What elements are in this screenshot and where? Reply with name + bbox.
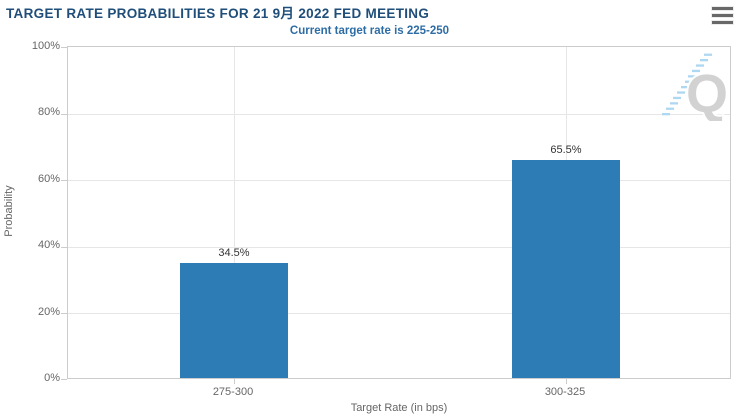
- y-tick-label: 60%: [37, 173, 60, 185]
- y-axis-tick: [61, 379, 67, 380]
- gridline: [234, 47, 235, 378]
- menu-bar: [712, 21, 733, 24]
- x-tick-label: 275-300: [212, 386, 254, 398]
- bar-group: 34.5%: [68, 47, 400, 378]
- hamburger-menu-icon[interactable]: [712, 7, 733, 28]
- y-tick-label: 80%: [37, 106, 60, 118]
- bar-300-325[interactable]: [512, 160, 620, 378]
- bar-group: 65.5%: [400, 47, 732, 378]
- menu-bar: [712, 14, 733, 17]
- bar-value-label: 65.5%: [550, 144, 582, 156]
- x-axis-title: Target Rate (in bps): [350, 402, 448, 414]
- watermark-letter: Q: [686, 64, 728, 121]
- x-axis-tick: [566, 379, 567, 384]
- x-axis-tick: [234, 379, 235, 384]
- gridline: [68, 247, 730, 248]
- y-tick-label: 0%: [44, 372, 60, 384]
- x-tick-label: 300-325: [544, 386, 586, 398]
- chart-title: TARGET RATE PROBABILITIES FOR 21 9月 2022…: [6, 6, 430, 21]
- y-tick-label: 20%: [37, 306, 60, 318]
- y-axis-tick: [61, 180, 67, 181]
- menu-bar: [712, 7, 733, 10]
- bar-275-300[interactable]: [180, 263, 288, 378]
- chart-subtitle: Current target rate is 225-250: [289, 25, 450, 37]
- quikstrike-watermark: Q: [662, 53, 730, 121]
- y-axis-tick: [61, 47, 67, 48]
- y-axis-tick: [61, 313, 67, 314]
- gridline: [68, 180, 730, 181]
- y-tick-label: 40%: [37, 239, 60, 251]
- y-axis-tick: [61, 247, 67, 248]
- y-tick-label: 100%: [31, 40, 60, 52]
- plot-area: Q 34.5% 65.5%: [61, 46, 732, 384]
- y-axis-title: Probability: [3, 185, 15, 237]
- bar-value-label: 34.5%: [218, 247, 250, 259]
- gridline: [68, 114, 730, 115]
- gridline: [68, 313, 730, 314]
- y-axis-tick: [61, 114, 67, 115]
